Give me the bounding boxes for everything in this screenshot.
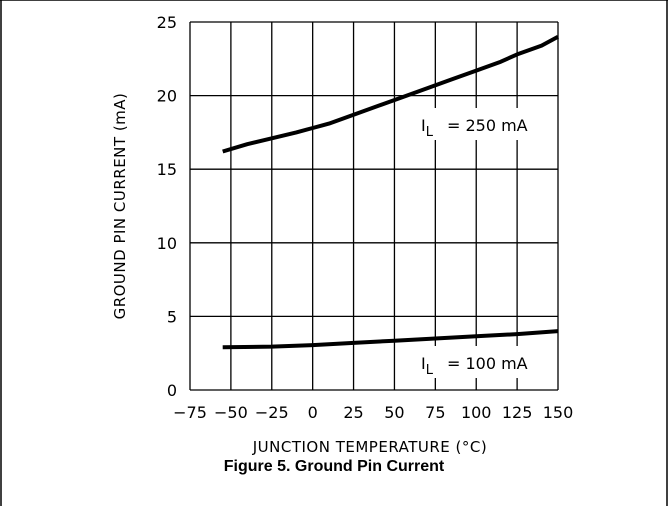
series-line-0: [222, 34, 559, 154]
x-tick-labels: −75 −50 −25 0 25 50 75 100 125 150: [173, 403, 573, 422]
figure-caption: Figure 5. Ground Pin Current: [223, 458, 445, 475]
label-bg-100: [412, 346, 552, 378]
x-tick-label: 150: [543, 403, 574, 422]
x-tick-label: −75: [173, 403, 207, 422]
x-tick-label: 125: [502, 403, 533, 422]
y-axis-title: GROUND PIN CURRENT (mA): [111, 93, 129, 320]
y-tick-labels: 0 5 10 15 20 25: [157, 13, 177, 400]
y-tick-label: 10: [157, 234, 177, 253]
label-bg-250: [412, 108, 552, 140]
x-tick-label: 50: [384, 403, 404, 422]
x-tick-label: 0: [308, 403, 318, 422]
y-tick-label: 25: [157, 13, 177, 32]
y-tick-label: 15: [157, 160, 177, 179]
y-tick-label: 0: [167, 381, 177, 400]
x-tick-label: −25: [255, 403, 289, 422]
y-tick-label: 20: [157, 87, 177, 106]
x-tick-label: 75: [425, 403, 445, 422]
grid: [189, 21, 559, 391]
x-axis-title: JUNCTION TEMPERATURE (°C): [252, 438, 487, 456]
x-tick-label: 25: [343, 403, 363, 422]
series-lines: [222, 34, 559, 350]
y-tick-label: 5: [167, 307, 177, 326]
series-label-100: IL = 100 mA: [421, 354, 528, 378]
x-tick-label: 100: [461, 403, 492, 422]
x-tick-label: −50: [214, 403, 248, 422]
series-line-1: [222, 329, 559, 350]
series-label-250: IL = 250 mA: [421, 116, 528, 140]
